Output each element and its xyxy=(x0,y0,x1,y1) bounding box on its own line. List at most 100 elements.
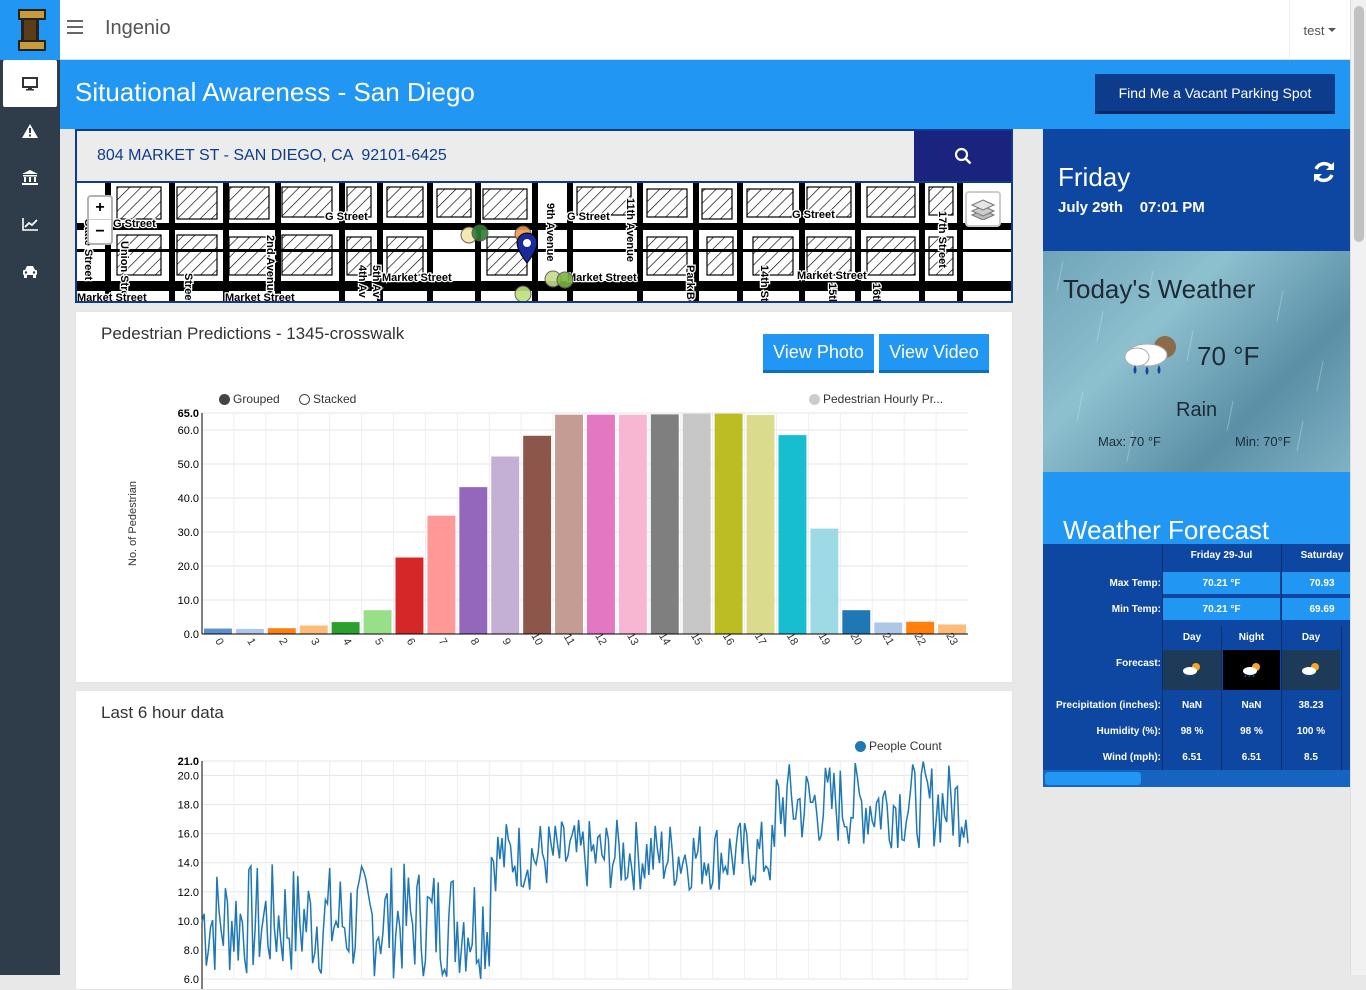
view-video-button[interactable]: View Video xyxy=(879,334,989,373)
refresh-icon xyxy=(1314,161,1334,183)
bank-icon xyxy=(22,170,38,185)
search-icon xyxy=(954,147,971,165)
map-tiles[interactable]: G Street G Street G Street G Street Market S… xyxy=(77,183,1011,301)
humidity-1: 98 % xyxy=(1180,725,1204,737)
legend-grouped[interactable]: Grouped xyxy=(219,392,280,406)
map-street xyxy=(169,183,175,301)
min-temp-label: Min Temp: xyxy=(1111,603,1161,615)
sun-cloud-rain-icon xyxy=(1302,663,1319,678)
map-street xyxy=(957,183,963,301)
legend-stacked[interactable]: Stacked xyxy=(299,392,356,406)
app-logo[interactable] xyxy=(0,0,60,60)
bar-hour-19 xyxy=(810,528,839,634)
map-road-label: Market Street xyxy=(77,292,147,301)
x-tick-label: 21 xyxy=(879,631,896,648)
sidebar-item-buildings[interactable] xyxy=(0,154,60,201)
map-view[interactable]: G Street G Street G Street G Street Market S… xyxy=(75,181,1013,303)
bar-hour-23 xyxy=(938,624,966,634)
page-scrollbar[interactable] xyxy=(1350,0,1366,975)
x-tick-label: 6 xyxy=(404,636,417,647)
x-tick-label: 20 xyxy=(848,631,865,648)
map-street xyxy=(693,183,699,301)
map-road-label: Market Street xyxy=(225,292,295,301)
sidebar-item-dashboard[interactable] xyxy=(3,60,57,107)
bar-hour-5 xyxy=(363,610,392,634)
y-tick-label: 20.0 xyxy=(178,561,199,573)
wind-label: Wind (mph): xyxy=(1102,751,1161,763)
max-temp-day2: 70.93 xyxy=(1282,572,1350,594)
find-parking-button[interactable]: Find Me a Vacant Parking Spot xyxy=(1095,74,1335,114)
x-tick-label: 7 xyxy=(436,636,449,647)
layers-icon xyxy=(971,199,995,220)
x-tick-label: 3 xyxy=(308,636,321,647)
forecast-title: Weather Forecast xyxy=(1063,515,1270,545)
map-block xyxy=(746,188,794,218)
x-tick-label: 19 xyxy=(816,631,833,648)
map-road-label: 9th Avenue xyxy=(544,203,556,261)
bar-hour-6 xyxy=(395,557,424,634)
zoom-in-button[interactable]: + xyxy=(89,197,111,220)
todays-weather-title: Today's Weather xyxy=(1063,274,1256,304)
map-road-label: G Street xyxy=(113,218,156,230)
map-road-label: 2nd Avenue xyxy=(264,235,276,297)
address-search-input[interactable] xyxy=(77,131,916,181)
x-tick-label: 15 xyxy=(688,631,705,648)
x-tick-label: 8 xyxy=(468,636,481,647)
current-condition: Rain xyxy=(1176,399,1218,421)
sidebar-item-traffic[interactable] xyxy=(0,248,60,295)
bar-hour-10 xyxy=(523,435,552,634)
legend-series-pedestrian[interactable]: Pedestrian Hourly Pr... xyxy=(809,392,943,406)
forecast-scrollbar[interactable] xyxy=(1043,770,1350,787)
zoom-out-button[interactable]: − xyxy=(95,222,105,240)
scrollbar-thumb[interactable] xyxy=(1354,6,1364,242)
weather-day: Friday xyxy=(1058,162,1131,192)
legend-series-people-count[interactable]: People Count xyxy=(855,739,942,753)
last-6-hour-title: Last 6 hour data xyxy=(101,703,224,722)
min-temperature: Min: 70°F xyxy=(1235,434,1291,449)
map-block xyxy=(386,236,424,276)
map-road-label: Market Street xyxy=(797,270,867,282)
rain-texture xyxy=(1056,260,1324,462)
map-road-label: Market Street xyxy=(567,272,637,284)
precip-label: Precipitation (inches): xyxy=(1055,699,1161,711)
map-road-label: G Street xyxy=(325,211,368,223)
rain-cloud-icon xyxy=(1124,336,1176,375)
map-marker xyxy=(514,285,532,301)
map-block xyxy=(482,188,528,220)
y-tick-label: 0.0 xyxy=(184,629,199,641)
x-tick-label: 23 xyxy=(943,631,960,648)
x-tick-label: 12 xyxy=(592,631,609,648)
y-tick-label: 30.0 xyxy=(178,527,199,539)
refresh-button[interactable] xyxy=(1311,159,1337,190)
y-axis-label: No. of Pedestrian xyxy=(127,481,139,566)
forecast-scrollbar-thumb[interactable] xyxy=(1045,772,1141,785)
map-street xyxy=(77,223,1011,230)
map-street xyxy=(475,183,481,301)
map-road-label: 4th Av xyxy=(356,265,368,299)
hamburger-menu-icon[interactable] xyxy=(67,20,83,34)
map-block xyxy=(346,236,372,276)
legend-dot xyxy=(809,393,820,405)
user-menu[interactable]: test xyxy=(1289,0,1350,60)
map-street xyxy=(275,183,281,301)
search-button[interactable] xyxy=(914,131,1011,181)
map-block xyxy=(866,186,916,218)
map-block xyxy=(576,186,632,216)
map-layers-button[interactable] xyxy=(965,191,1001,227)
sidebar-item-analytics[interactable] xyxy=(0,201,60,248)
y-tick-label: 65.0 xyxy=(178,408,199,420)
bar-hour-21 xyxy=(874,622,903,634)
people-count-line-chart: 21.0 20.0 18.0 16.0 14.0 12.0 10.0 8.0 6.0 xyxy=(178,756,969,989)
logo-mark-icon xyxy=(18,9,46,51)
view-photo-button[interactable]: View Photo xyxy=(763,334,874,373)
legend-dot xyxy=(855,740,866,752)
map-block xyxy=(228,236,270,276)
sidebar-item-alerts[interactable] xyxy=(0,107,60,154)
wind-3: 8.5 xyxy=(1304,751,1318,763)
forecast-icon-cell-1 xyxy=(1163,650,1221,690)
map-road-label: 16th xyxy=(870,283,882,301)
car-icon xyxy=(23,266,37,278)
map-road-label: Street xyxy=(182,273,194,301)
bar-hour-0 xyxy=(204,628,232,634)
map-block xyxy=(116,234,162,276)
